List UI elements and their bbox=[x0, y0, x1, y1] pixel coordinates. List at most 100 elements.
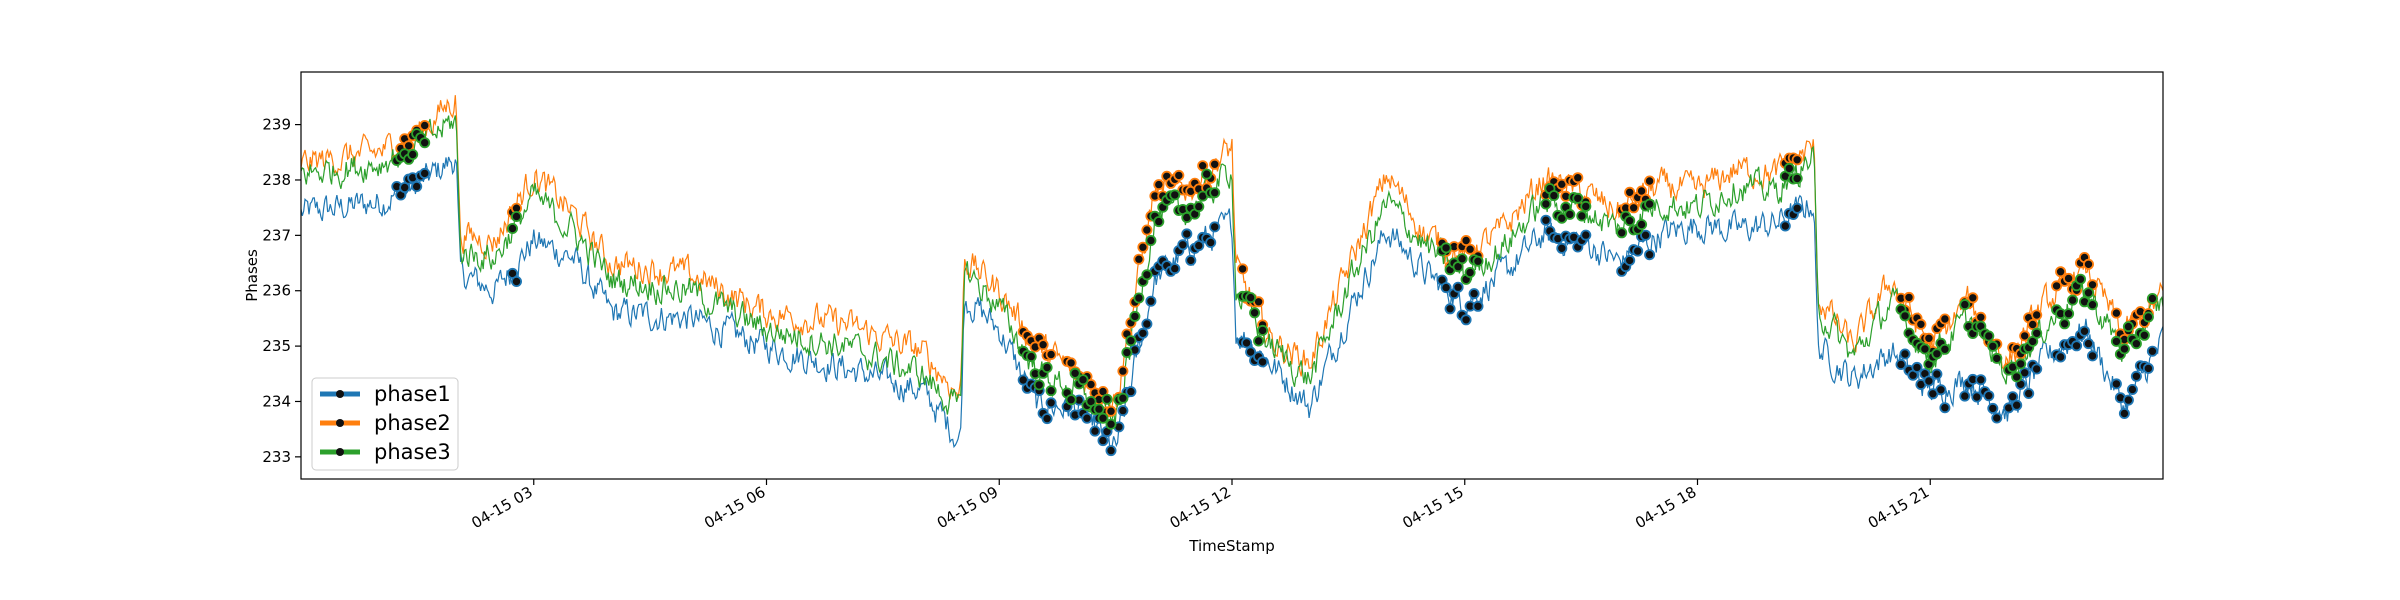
marker-phase2-45 bbox=[1173, 169, 1185, 181]
marker-phase3-8 bbox=[506, 222, 518, 234]
marker-phase1-25 bbox=[1089, 425, 1101, 437]
marker-phase1-29 bbox=[1105, 445, 1117, 457]
marker-phase2-121 bbox=[2027, 318, 2039, 330]
marker-phase1-136 bbox=[2122, 394, 2134, 406]
x-tick-label-6: 04-15 06 bbox=[701, 483, 768, 532]
marker-phase3-70 bbox=[1472, 255, 1484, 267]
marker-phase1-113 bbox=[1987, 402, 1999, 414]
marker-phase3-59 bbox=[1253, 335, 1265, 347]
marker-phase1-131 bbox=[2082, 338, 2094, 350]
marker-phase3-62 bbox=[1440, 242, 1452, 254]
marker-phase2-55 bbox=[1237, 263, 1249, 275]
legend-marker-phase1 bbox=[336, 390, 344, 398]
x-axis-label: TimeStamp bbox=[1188, 537, 1274, 555]
y-tick-label-233: 233 bbox=[262, 448, 291, 466]
marker-phase1-81 bbox=[1580, 229, 1592, 241]
marker-phase1-122 bbox=[2031, 363, 2043, 375]
marker-phase3-89 bbox=[1644, 198, 1656, 210]
marker-phase1-133 bbox=[2110, 378, 2122, 390]
marker-phase2-122 bbox=[2031, 309, 2043, 321]
marker-phase1-54 bbox=[1209, 221, 1221, 233]
marker-phase1-9 bbox=[510, 275, 522, 287]
marker-phase3-118 bbox=[2015, 358, 2027, 370]
marker-phase1-98 bbox=[1911, 361, 1923, 373]
marker-phase3-26 bbox=[1093, 403, 1105, 415]
marker-phase3-91 bbox=[1783, 162, 1795, 174]
marker-phase3-125 bbox=[2059, 318, 2071, 330]
marker-phase3-14 bbox=[1033, 379, 1045, 391]
marker-phase3-82 bbox=[1616, 227, 1628, 239]
marker-phase3-44 bbox=[1169, 189, 1181, 201]
marker-phase1-62 bbox=[1440, 282, 1452, 294]
marker-phase3-126 bbox=[2063, 308, 2075, 320]
marker-phase1-124 bbox=[2055, 351, 2067, 363]
legend-label-phase1: phase1 bbox=[374, 382, 451, 406]
marker-phase3-38 bbox=[1145, 234, 1157, 246]
marker-phase1-105 bbox=[1939, 402, 1951, 414]
x-tick-label-21: 04-15 21 bbox=[1865, 483, 1932, 532]
marker-phase2-35 bbox=[1133, 253, 1145, 265]
legend-marker-phase2 bbox=[336, 419, 344, 427]
marker-phase1-70 bbox=[1472, 300, 1484, 312]
marker-phase1-128 bbox=[2071, 340, 2083, 352]
y-tick-label-235: 235 bbox=[262, 337, 291, 355]
marker-phase3-117 bbox=[2011, 371, 2023, 383]
marker-phase2-31 bbox=[1117, 365, 1129, 377]
marker-phase3-129 bbox=[2074, 273, 2086, 285]
marker-phase3-52 bbox=[1201, 168, 1213, 180]
legend-marker-phase3 bbox=[336, 448, 344, 456]
marker-phase3-95 bbox=[1899, 310, 1911, 322]
marker-phase1-109 bbox=[1971, 391, 1983, 403]
marker-phase2-126 bbox=[2063, 272, 2075, 284]
marker-phase2-36 bbox=[1137, 241, 1149, 253]
marker-phase3-16 bbox=[1041, 361, 1053, 373]
marker-phase2-7 bbox=[419, 120, 431, 132]
marker-phase2-15 bbox=[1037, 339, 1049, 351]
marker-phase3-140 bbox=[2138, 329, 2150, 341]
marker-phase2-19 bbox=[1065, 357, 1077, 369]
marker-phase2-40 bbox=[1153, 179, 1165, 191]
marker-phase1-63 bbox=[1444, 303, 1456, 315]
marker-phase3-32 bbox=[1121, 346, 1133, 358]
marker-phase2-131 bbox=[2082, 258, 2094, 270]
marker-phase3-33 bbox=[1125, 335, 1137, 347]
marker-phase3-34 bbox=[1129, 310, 1141, 322]
marker-phase1-93 bbox=[1791, 202, 1803, 214]
x-tick-label-12: 04-15 12 bbox=[1167, 483, 1234, 532]
marker-phase3-80 bbox=[1576, 210, 1588, 222]
marker-phase1-37 bbox=[1141, 318, 1153, 330]
marker-phase1-132 bbox=[2086, 350, 2098, 362]
marker-phase3-127 bbox=[2067, 294, 2079, 306]
marker-phase1-84 bbox=[1624, 254, 1636, 266]
marker-phase3-71 bbox=[1540, 198, 1552, 210]
marker-phase1-60 bbox=[1257, 356, 1269, 368]
marker-phase2-96 bbox=[1903, 291, 1915, 303]
marker-phase2-37 bbox=[1141, 224, 1153, 236]
marker-phase3-103 bbox=[1931, 348, 1943, 360]
marker-layer bbox=[391, 120, 2158, 457]
marker-phase3-60 bbox=[1257, 324, 1269, 336]
marker-phase1-47 bbox=[1181, 228, 1193, 240]
marker-phase3-19 bbox=[1065, 394, 1077, 406]
marker-phase3-84 bbox=[1624, 215, 1636, 227]
marker-phase1-103 bbox=[1931, 368, 1943, 380]
y-tick-label-238: 238 bbox=[262, 171, 291, 189]
marker-phase1-2 bbox=[399, 181, 411, 193]
marker-phase3-50 bbox=[1193, 201, 1205, 213]
marker-phase1-75 bbox=[1556, 242, 1568, 254]
series-line-phase1 bbox=[301, 156, 2163, 453]
marker-phase3-37 bbox=[1141, 269, 1153, 281]
marker-phase3-79 bbox=[1572, 192, 1584, 204]
marker-phase3-28 bbox=[1101, 393, 1113, 405]
marker-phase3-7 bbox=[419, 137, 431, 149]
marker-phase1-23 bbox=[1081, 412, 1093, 424]
marker-phase1-46 bbox=[1177, 239, 1189, 251]
marker-phase2-123 bbox=[2051, 280, 2063, 292]
marker-phase2-93 bbox=[1791, 154, 1803, 166]
marker-phase2-133 bbox=[2110, 307, 2122, 319]
x-axis: 04-15 03 04-15 06 04-15 09 04-15 12 04-15 15… bbox=[468, 479, 1932, 532]
marker-phase3-114 bbox=[1991, 352, 2003, 364]
series-line-phase2 bbox=[301, 95, 2163, 413]
marker-phase3-77 bbox=[1564, 208, 1576, 220]
marker-phase3-57 bbox=[1245, 292, 1257, 304]
